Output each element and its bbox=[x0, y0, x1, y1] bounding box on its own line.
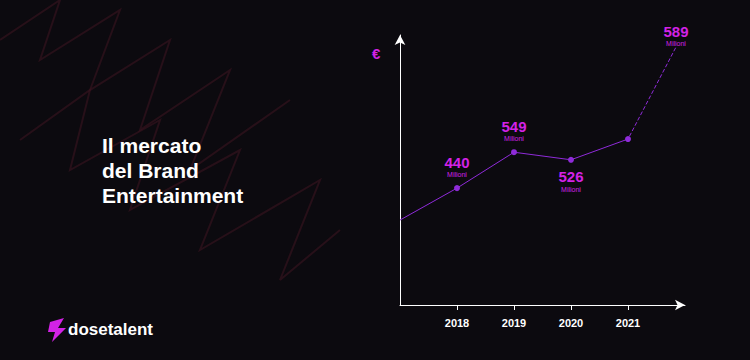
svg-text:589: 589 bbox=[663, 23, 688, 40]
svg-text:Il mercato: Il mercato bbox=[102, 134, 201, 157]
svg-text:2020: 2020 bbox=[559, 317, 583, 329]
svg-text:2018: 2018 bbox=[445, 317, 469, 329]
svg-text:549: 549 bbox=[501, 118, 526, 135]
svg-text:del Brand: del Brand bbox=[102, 159, 199, 182]
svg-text:Milioni: Milioni bbox=[447, 171, 467, 178]
svg-text:€: € bbox=[372, 45, 381, 62]
svg-text:2019: 2019 bbox=[502, 317, 526, 329]
svg-text:Milioni: Milioni bbox=[504, 135, 524, 142]
svg-text:2021: 2021 bbox=[616, 317, 640, 329]
svg-text:Milioni: Milioni bbox=[666, 40, 686, 47]
svg-text:Milioni: Milioni bbox=[561, 186, 581, 193]
svg-text:440: 440 bbox=[444, 154, 469, 171]
svg-text:526: 526 bbox=[558, 168, 583, 185]
svg-text:dosetalent: dosetalent bbox=[68, 320, 153, 339]
svg-text:Entertainment: Entertainment bbox=[102, 184, 243, 207]
